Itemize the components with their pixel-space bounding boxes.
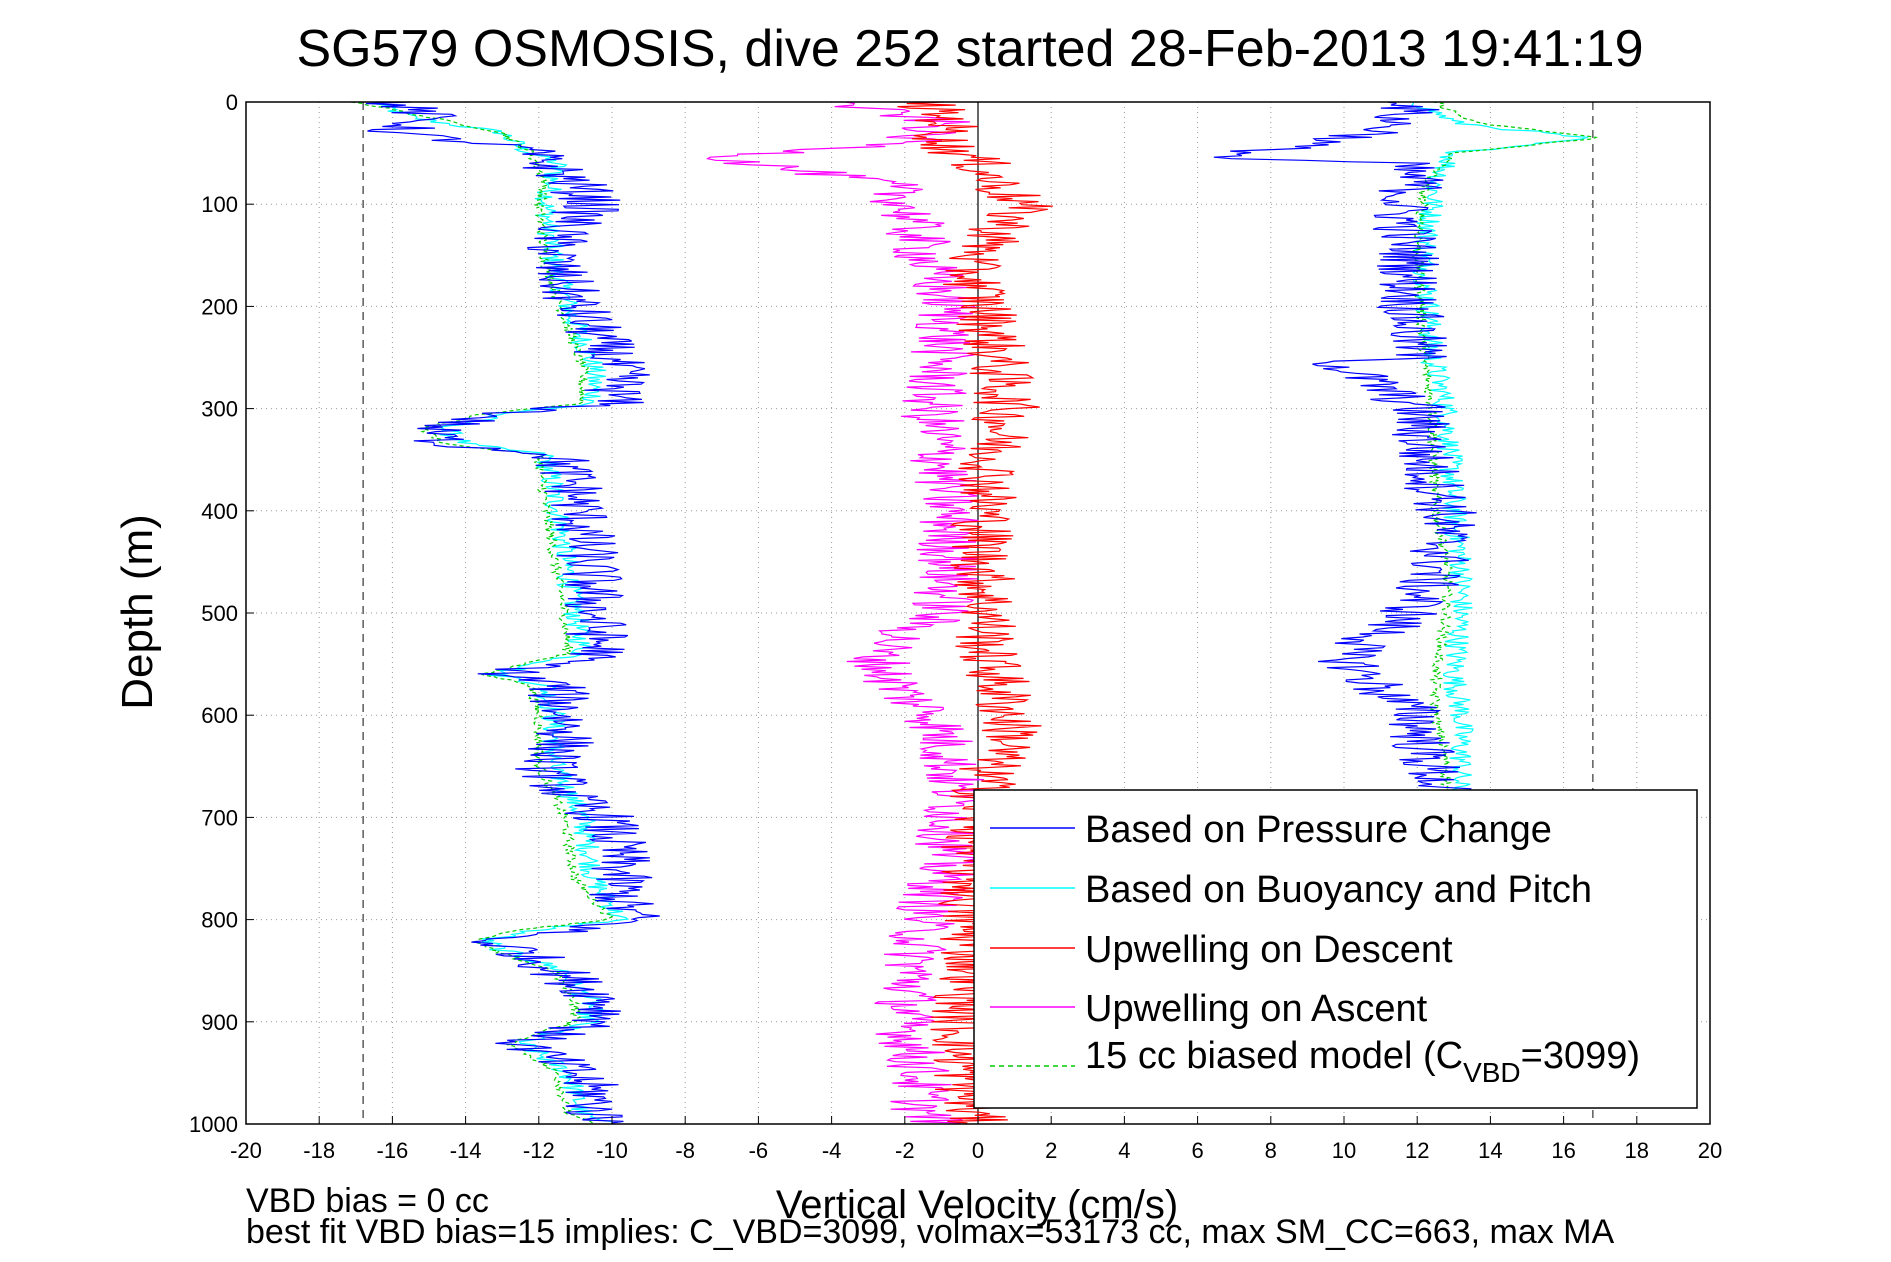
- x-tick-label: -10: [596, 1138, 628, 1163]
- x-tick-label: 0: [972, 1138, 984, 1163]
- legend-label-buoyancy: Based on Buoyancy and Pitch: [1085, 869, 1592, 911]
- y-tick-label: 800: [201, 908, 238, 933]
- series-pressure-descent: [365, 101, 660, 1124]
- x-tick-label: 16: [1551, 1138, 1575, 1163]
- x-tick-label: -14: [450, 1138, 482, 1163]
- x-tick-label: -20: [230, 1138, 262, 1163]
- series-upwelling-descent: [897, 101, 1053, 1124]
- legend-label-upwelling-descent: Upwelling on Descent: [1085, 929, 1453, 971]
- x-axis-label: Vertical Velocity (cm/s): [776, 1183, 1178, 1227]
- legend: Based on Pressure Change Based on Buoyan…: [973, 789, 1698, 1109]
- x-tick-label: -12: [523, 1138, 555, 1163]
- series-upwelling-ascent: [706, 101, 985, 1124]
- x-tick-label: -18: [303, 1138, 335, 1163]
- y-tick-label: 900: [201, 1010, 238, 1035]
- legend-label-pressure: Based on Pressure Change: [1085, 809, 1552, 851]
- x-tick-label: -6: [749, 1138, 769, 1163]
- y-tick-label: 0: [226, 90, 238, 115]
- x-axis-ticks: -20 -18 -16 -14 -12 -10 -8 -6 -4 -2 0 2 4 6 8 10 12 14 16 1…: [230, 1116, 1722, 1163]
- y-tick-label: 700: [201, 805, 238, 830]
- x-tick-label: 4: [1118, 1138, 1130, 1163]
- x-tick-label: 20: [1698, 1138, 1722, 1163]
- y-tick-label: 200: [201, 294, 238, 319]
- series-buoyancy-ascent: [1411, 101, 1589, 817]
- y-tick-label: 1000: [189, 1112, 238, 1137]
- x-tick-label: 14: [1478, 1138, 1502, 1163]
- legend-label-biased-model-sub: VBD: [1463, 1057, 1521, 1088]
- x-tick-label: -8: [675, 1138, 695, 1163]
- x-tick-label: 8: [1265, 1138, 1277, 1163]
- x-tick-label: 6: [1191, 1138, 1203, 1163]
- y-tick-label: 600: [201, 703, 238, 728]
- series-layer: [351, 101, 1599, 1124]
- x-tick-label: 18: [1625, 1138, 1649, 1163]
- y-axis-ticks: 0 100 200 300 400 500 600 700 800 900 1000: [189, 90, 254, 1137]
- x-tick-label: 10: [1332, 1138, 1356, 1163]
- series-pressure-ascent: [1213, 101, 1477, 817]
- series-biased-model-ascent: [1412, 101, 1599, 817]
- x-tick-label: -2: [895, 1138, 915, 1163]
- x-tick-label: -4: [822, 1138, 842, 1163]
- legend-label-biased-model-main: 15 cc biased model (C: [1085, 1035, 1463, 1077]
- chart-title: SG579 OSMOSIS, dive 252 started 28-Feb-2…: [296, 20, 1643, 78]
- footer-line-1: VBD bias = 0 cc: [246, 1182, 489, 1220]
- legend-box: [973, 789, 1698, 1109]
- y-tick-label: 500: [201, 601, 238, 626]
- y-tick-label: 100: [201, 192, 238, 217]
- x-tick-label: 2: [1045, 1138, 1057, 1163]
- legend-label-biased-model-end: =3099): [1521, 1035, 1640, 1077]
- footer-line-2: best fit VBD bias=15 implies: C_VBD=3099…: [246, 1213, 1615, 1251]
- y-axis-label: Depth (m): [113, 514, 162, 710]
- series-biased-model-descent: [351, 101, 614, 1124]
- legend-label-biased-model: 15 cc biased model (CVBD=3099): [1085, 1035, 1640, 1088]
- y-tick-label: 300: [201, 397, 238, 422]
- x-tick-label: -16: [377, 1138, 409, 1163]
- x-tick-label: 12: [1405, 1138, 1429, 1163]
- y-tick-label: 400: [201, 499, 238, 524]
- legend-label-upwelling-ascent: Upwelling on Ascent: [1085, 988, 1428, 1030]
